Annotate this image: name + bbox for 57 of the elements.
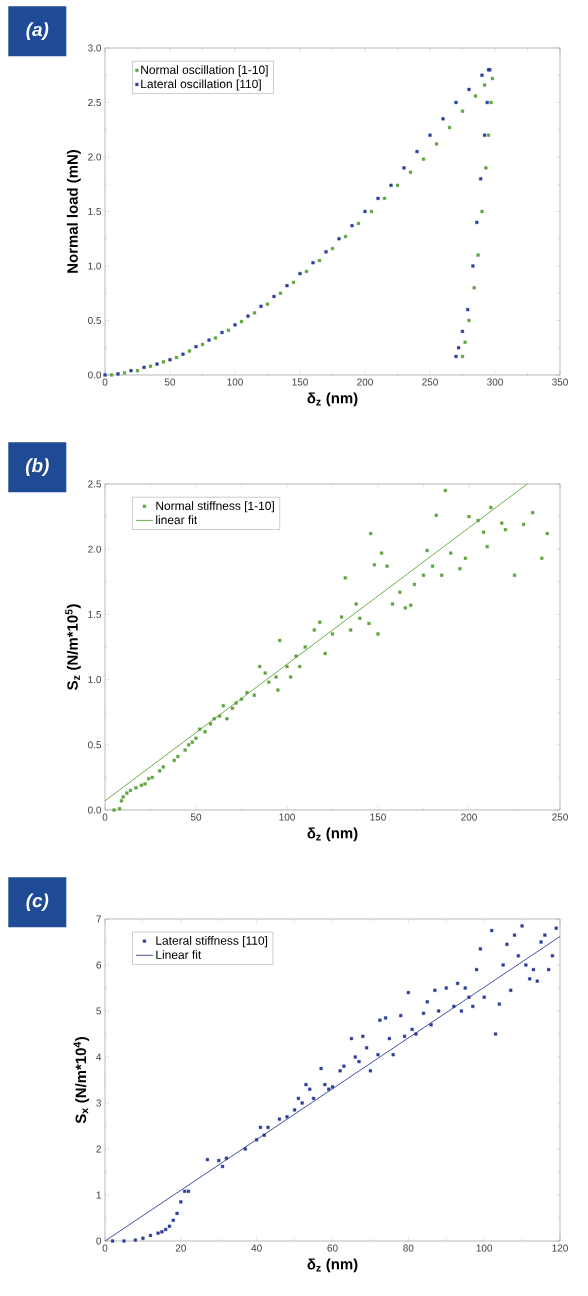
legend-label: Linear fit: [156, 950, 202, 959]
legend-label: Normal stiffness [1-10]: [156, 501, 274, 513]
x-axis-title: δ$_{z}$ (nm): [307, 827, 358, 842]
y-tick-label: 0.5: [88, 316, 102, 325]
y-tick-label: 0.0: [88, 371, 102, 379]
y-tick-label: 0.5: [88, 741, 102, 749]
chart-title: (b): [25, 458, 49, 477]
y-tick-label: 1: [96, 1191, 101, 1199]
y-tick-label: 3: [96, 1099, 102, 1107]
x-tick-label: 120: [552, 1244, 568, 1252]
x-tick-label: 250: [422, 378, 438, 386]
x-tick-label: 350: [552, 378, 568, 386]
x-tick-label: 150: [292, 378, 308, 386]
y-tick-label: 1.5: [88, 208, 102, 215]
legend-label: Lateral stiffness [110]: [156, 936, 268, 948]
legend-label: Lateral oscillation [110]: [141, 79, 261, 91]
x-tick-label: 100: [227, 378, 243, 386]
y-tick-label: 2.0: [88, 153, 102, 161]
x-tick-label: 20: [175, 1244, 186, 1252]
x-tick-label: 0: [102, 1244, 108, 1252]
y-tick-label: 2.5: [88, 480, 102, 488]
x-tick-label: 150: [370, 813, 386, 821]
x-tick-label: 0: [102, 813, 108, 821]
y-tick-label: 0: [96, 1237, 102, 1245]
y-tick-label: 2: [96, 1145, 101, 1153]
y-tick-label: 7: [96, 915, 101, 923]
x-tick-label: 80: [403, 1244, 414, 1252]
y-tick-label: 0.0: [88, 806, 102, 814]
chart-title: (c): [26, 893, 49, 912]
x-tick-label: 50: [164, 378, 176, 386]
legend-label: linear fit: [156, 515, 198, 525]
x-axis-title: δ$_{z}$ (nm): [307, 1258, 358, 1273]
y-tick-label: 3.0: [88, 44, 102, 52]
y-axis-title: S$_{z}$ (N/m*10$^{5}$): [65, 604, 81, 690]
y-tick-label: 1.0: [88, 676, 102, 684]
x-tick-label: 60: [327, 1244, 338, 1252]
x-tick-label: 200: [357, 378, 373, 386]
chart-title: (a): [26, 22, 49, 40]
x-axis-title: δ$_{z}$ (nm): [307, 392, 358, 407]
y-tick-label: 2.0: [88, 545, 102, 553]
x-tick-label: 0: [102, 378, 108, 386]
y-tick-label: 6: [96, 961, 102, 969]
y-tick-label: 4: [96, 1053, 102, 1061]
y-axis-title: S$_{x}$ (N/m*10$^{4}$): [73, 1037, 90, 1124]
x-tick-label: 200: [461, 813, 477, 821]
x-tick-label: 300: [487, 378, 503, 386]
y-tick-label: 2.5: [88, 98, 102, 107]
y-tick-label: 1.5: [88, 610, 102, 618]
x-tick-label: 100: [279, 813, 295, 821]
y-axis-title: Normal load (mN): [66, 149, 81, 273]
x-tick-label: 40: [251, 1244, 262, 1252]
x-tick-label: 250: [552, 813, 568, 821]
x-tick-label: 50: [190, 813, 202, 821]
y-tick-label: 5: [96, 1007, 102, 1015]
x-tick-label: 100: [476, 1244, 493, 1252]
legend-label: Normal oscillation [1-10]: [141, 65, 268, 77]
y-tick-label: 1.0: [88, 262, 102, 270]
